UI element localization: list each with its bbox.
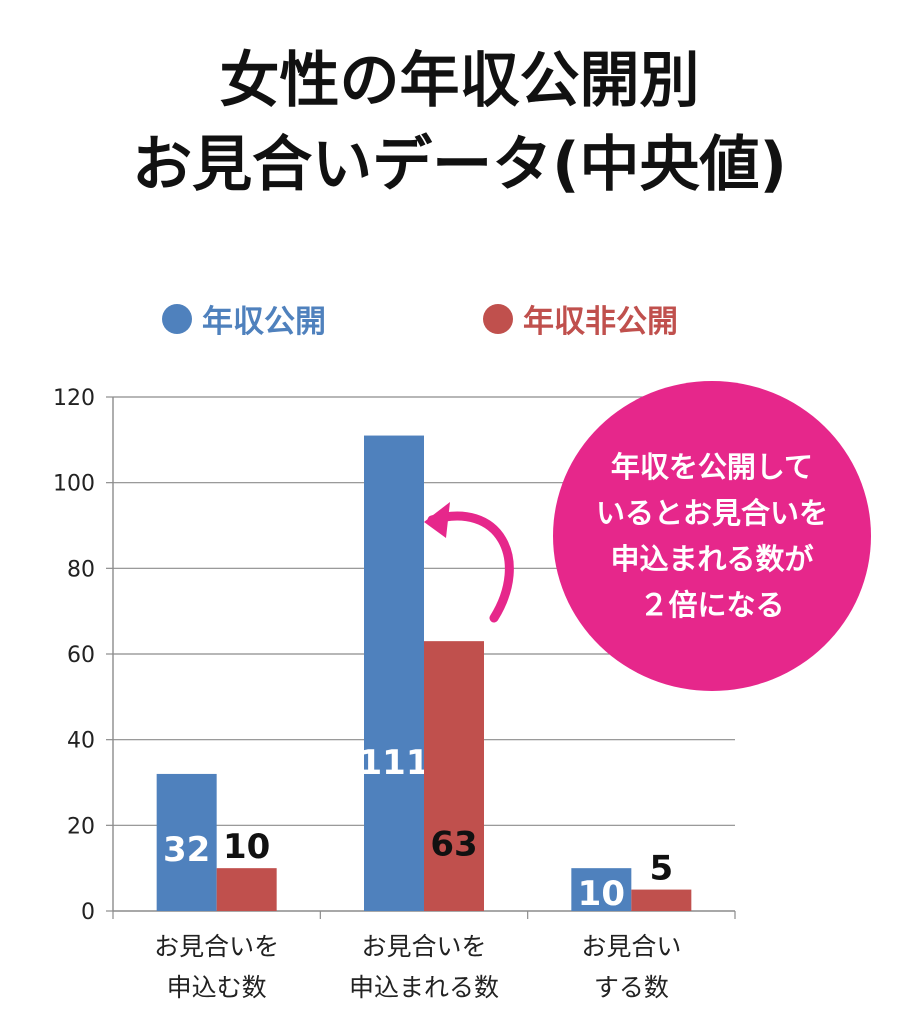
chart-title-line2: お見合いデータ(中央値)	[132, 130, 787, 200]
callout-arrowhead-icon	[424, 502, 450, 538]
legend-dot-public-icon	[162, 303, 192, 334]
callout-bubble: 年収を公開して いるとお見合いを 申込まれる数が ２倍になる	[553, 381, 871, 691]
x-category-label: する数	[594, 973, 669, 1002]
y-tick-label: 120	[53, 386, 95, 411]
legend-label-public: 年収公開	[202, 304, 326, 340]
data-label: 63	[430, 824, 477, 864]
callout-line: いるとお見合いを	[595, 496, 828, 530]
x-category-label: お見合いを	[361, 932, 486, 961]
data-label: 32	[163, 830, 210, 870]
data-label: 111	[359, 743, 430, 783]
callout-arrow	[427, 511, 514, 623]
x-category-label: お見合いを	[154, 932, 279, 961]
data-label: 5	[649, 849, 673, 889]
callout-line: 申込まれる数が	[610, 542, 814, 576]
y-tick-label: 80	[67, 557, 95, 582]
chart-title-line1: 女性の年収公開別	[219, 46, 700, 116]
callout-line: 年収を公開して	[610, 450, 814, 484]
callout-line: ２倍になる	[639, 588, 785, 622]
x-category-label: 申込む数	[167, 973, 267, 1002]
legend-label-private: 年収非公開	[523, 304, 678, 340]
legend-item-private: 年収非公開	[483, 296, 678, 341]
data-label: 10	[223, 827, 270, 867]
bar	[424, 641, 484, 911]
y-tick-label: 20	[67, 814, 95, 839]
y-tick-label: 0	[81, 900, 95, 925]
legend-item-public: 年収公開	[162, 296, 326, 341]
bar	[631, 889, 692, 911]
y-tick-label: 40	[67, 729, 95, 754]
bar	[571, 868, 632, 911]
x-category-label: 申込まれる数	[349, 973, 499, 1002]
bar	[364, 435, 424, 911]
x-category-label: お見合い	[581, 932, 681, 961]
y-tick-label: 100	[53, 472, 95, 497]
y-tick-label: 60	[67, 643, 95, 668]
bar	[156, 773, 217, 911]
bar	[216, 868, 277, 911]
legend-dot-private-icon	[483, 303, 513, 334]
data-label: 10	[578, 874, 625, 914]
